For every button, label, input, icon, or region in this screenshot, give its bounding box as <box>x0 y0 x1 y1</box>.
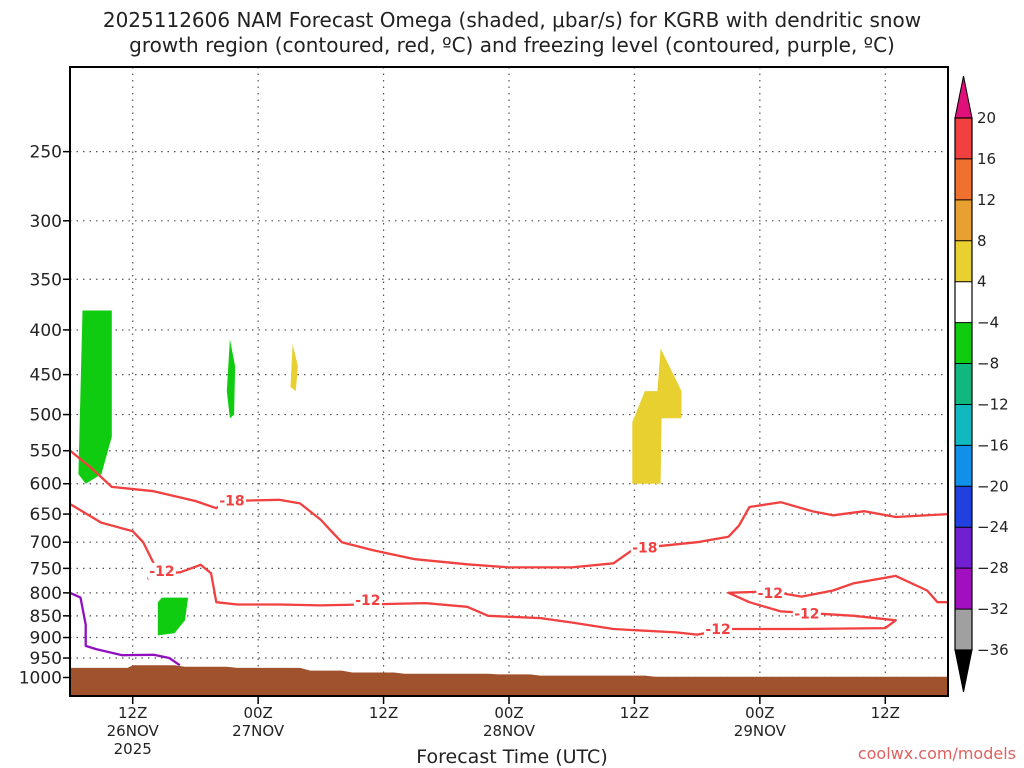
y-tick-label: 700 <box>30 533 62 553</box>
colorbar-swatch <box>955 568 972 610</box>
contour-label: -18 <box>219 493 244 509</box>
omega-shaded-region <box>290 343 298 392</box>
contour-label: -12 <box>794 607 819 623</box>
credit-link[interactable]: coolwx.com/models <box>857 744 1016 763</box>
x-tick-label: 12Z <box>620 704 649 722</box>
terrain-surface <box>70 665 948 696</box>
contour-label: -18 <box>632 541 657 557</box>
y-tick-label: 450 <box>30 366 62 386</box>
colorbar-label: 16 <box>977 150 996 168</box>
colorbar-label: −20 <box>977 477 1009 495</box>
x-tick-date-label: 26NOV <box>107 722 160 740</box>
x-tick-label: 00Z <box>243 704 272 722</box>
contour-label: -12 <box>149 564 174 580</box>
y-axis: 2503003504004505005506006507007508008509… <box>19 143 70 688</box>
x-tick-date-label: 29NOV <box>734 722 787 740</box>
x-axis-title: Forecast Time (UTC) <box>416 746 608 768</box>
freezing-level-contour <box>70 591 181 667</box>
colorbar-label: −24 <box>977 518 1009 536</box>
colorbar: 20 16 12 8 4 −4 −8 −12 −16 −20 −24 −28 −32 −36 <box>954 75 1009 693</box>
y-tick-label: 600 <box>30 475 62 495</box>
contour-label-bg <box>756 584 785 601</box>
x-tick-date-label: 28NOV <box>483 722 536 740</box>
contour-label-bg <box>218 492 247 509</box>
colorbar-label: −12 <box>977 395 1009 413</box>
y-tick-label: 650 <box>30 505 62 525</box>
grid-layer <box>70 67 948 696</box>
omega-shaded-region <box>78 310 112 484</box>
colorbar-swatch <box>955 486 972 528</box>
y-tick-label: 750 <box>30 559 62 579</box>
y-tick-label: 500 <box>30 406 62 426</box>
colorbar-swatch <box>955 240 972 283</box>
colorbar-label: 20 <box>977 109 996 127</box>
colorbar-label: −28 <box>977 559 1009 577</box>
y-tick-label: 850 <box>30 607 62 627</box>
y-tick-label: 300 <box>30 212 62 232</box>
contour-label: -12 <box>705 622 730 638</box>
y-tick-label: 800 <box>30 584 62 604</box>
omega-shaded-region <box>157 597 189 636</box>
contour-label-bg <box>630 539 659 556</box>
colorbar-label: −4 <box>977 314 999 332</box>
y-tick-label: 400 <box>30 321 62 341</box>
chart-title-line-2: growth region (contoured, red, ºC) and f… <box>129 33 895 57</box>
x-tick-label: 12Z <box>871 704 900 722</box>
omega-shaded-region <box>632 348 682 484</box>
x-tick-label: 12Z <box>369 704 398 722</box>
colorbar-swatch <box>955 281 972 324</box>
y-tick-label: 250 <box>30 143 62 163</box>
colorbar-over-arrow <box>954 75 973 119</box>
y-tick-label: 900 <box>30 629 62 649</box>
contour-label-bg <box>353 591 382 608</box>
y-tick-label: 950 <box>30 649 62 669</box>
contour-label-bg <box>704 621 733 638</box>
colorbar-swatch <box>955 118 972 160</box>
x-tick-label: 00Z <box>494 704 523 722</box>
colorbar-label: −36 <box>977 641 1009 659</box>
y-tick-label: 1000 <box>19 668 62 688</box>
x-tick-label: 12Z <box>118 704 147 722</box>
omega-shaded-region <box>226 339 236 419</box>
colorbar-under-arrow <box>954 649 973 693</box>
omega-shaded-layer <box>78 310 682 636</box>
plot-frame <box>69 66 949 697</box>
x-tick-date-label: 27NOV <box>232 722 285 740</box>
colorbar-label: −16 <box>977 436 1009 454</box>
y-tick-label: 550 <box>30 442 62 462</box>
contour-label-bg <box>792 605 821 622</box>
colorbar-swatch <box>955 527 972 569</box>
contour-label: -12 <box>355 593 380 609</box>
colorbar-swatch <box>955 445 972 487</box>
temperature-contour <box>70 449 948 569</box>
contour-label: -12 <box>758 586 783 602</box>
colorbar-label: 12 <box>977 191 996 209</box>
colorbar-swatch <box>955 363 972 405</box>
colorbar-swatch <box>955 404 972 446</box>
colorbar-label: 4 <box>977 273 987 291</box>
x-tick-label: 00Z <box>745 704 774 722</box>
y-tick-label: 350 <box>30 270 62 290</box>
colorbar-label: −32 <box>977 600 1009 618</box>
contour-label-bg <box>147 562 176 579</box>
colorbar-swatch <box>955 199 972 242</box>
x-tick-date-label: 2025 <box>114 740 152 758</box>
contour-layer: -18 -18 -12 -12 -12 -12 -12 <box>70 449 948 667</box>
chart-title-line-1: 2025112606 NAM Forecast Omega (shaded, μ… <box>102 8 922 32</box>
colorbar-label: 8 <box>977 232 987 250</box>
terrain-layer <box>70 665 948 696</box>
colorbar-swatch <box>955 322 972 365</box>
colorbar-swatch <box>955 158 972 201</box>
colorbar-swatch <box>955 609 972 651</box>
colorbar-label: −8 <box>977 355 999 373</box>
